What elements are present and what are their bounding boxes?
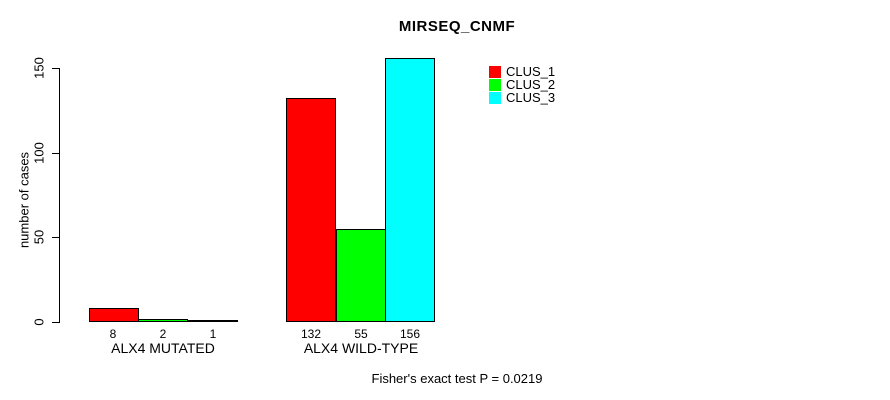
legend: CLUS_1 CLUS_2 CLUS_3 [489, 65, 555, 104]
legend-swatch-icon [489, 65, 501, 78]
bar [336, 229, 386, 322]
y-tick-label: 100 [31, 142, 47, 164]
y-tick [52, 237, 59, 238]
legend-swatch-icon [489, 91, 501, 104]
legend-swatch-icon [489, 78, 501, 91]
y-tick-label: 50 [31, 229, 47, 245]
bar [286, 98, 336, 322]
y-tick-label: 0 [31, 318, 47, 326]
legend-item: CLUS_1 [489, 65, 555, 78]
legend-item: CLUS_2 [489, 78, 555, 91]
bar-value-label: 55 [354, 327, 368, 341]
y-axis-label: number of cases [16, 151, 32, 249]
chart-title: MIRSEQ_CNMF [398, 18, 516, 35]
bar-value-label: 156 [399, 327, 421, 341]
bar [138, 319, 188, 322]
legend-item: CLUS_3 [489, 91, 555, 104]
legend-label: CLUS_1 [506, 64, 556, 79]
bar [385, 58, 435, 322]
bar-value-label: 2 [159, 327, 167, 341]
category-label: ALX4 WILD-TYPE [303, 340, 419, 356]
bar-value-label: 8 [109, 327, 117, 341]
bar-value-label: 1 [209, 327, 217, 341]
footnote: Fisher's exact test P = 0.0219 [371, 371, 543, 386]
bar-value-label: 132 [300, 327, 322, 341]
legend-label: CLUS_2 [506, 77, 556, 92]
legend-label: CLUS_3 [506, 90, 556, 105]
bar [89, 308, 139, 322]
y-tick [52, 68, 59, 69]
bar [188, 320, 238, 322]
y-tick-label: 150 [31, 57, 47, 79]
category-label: ALX4 MUTATED [111, 340, 215, 356]
y-tick [52, 153, 59, 154]
y-tick [52, 322, 59, 323]
y-axis-line [59, 68, 60, 323]
